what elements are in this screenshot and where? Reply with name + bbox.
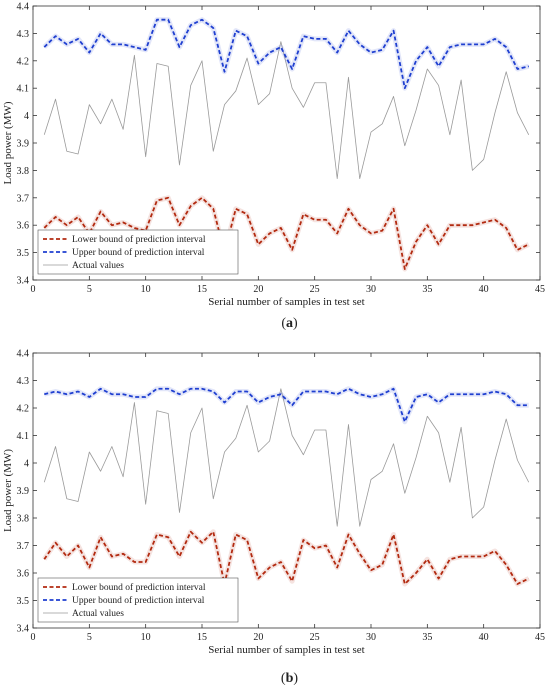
y-tick-label: 4.2 (17, 56, 30, 67)
x-tick-label: 15 (197, 284, 207, 295)
y-tick-label: 4.4 (17, 2, 30, 13)
x-tick-label: 45 (535, 284, 545, 295)
y-axis-label: Load power (MW) (2, 449, 14, 532)
x-tick-label: 40 (479, 284, 489, 295)
y-tick-label: 3.9 (17, 486, 30, 497)
y-tick-label: 3.8 (17, 514, 30, 525)
x-tick-label: 25 (310, 632, 320, 643)
legend-entry: Actual values (72, 609, 124, 619)
y-tick-label: 4.2 (17, 404, 30, 415)
y-tick-label: 4 (24, 111, 29, 122)
chart-panel-a: 0 5 10 15 20 25 30 35 40 45 3.4 3.5 3.6 3.7 3.8 3.9 4 4.1… (2, 2, 545, 332)
series-glow-1 (42, 17, 530, 91)
x-tick-label: 20 (253, 632, 263, 643)
chart-panel-b: 0 5 10 15 20 25 30 35 40 45 3.4 3.5 3.6 3.7 3.8 3.9 4 4.1… (2, 349, 545, 687)
series-line-lower-bound (43, 530, 530, 585)
x-tick-label: 5 (87, 284, 92, 295)
x-tick-label: 35 (422, 284, 432, 295)
y-tick-label: 4.1 (17, 84, 30, 95)
x-tick-label: 35 (422, 632, 432, 643)
legend-entry: Upper bound of prediction interval (72, 247, 205, 258)
legend-entry: Lower bound of prediction interval (72, 234, 206, 245)
y-tick-label: 4.4 (17, 349, 30, 360)
x-tick-label: 45 (535, 632, 545, 643)
y-tick-label: 4.3 (17, 29, 30, 40)
legend-box (37, 577, 239, 623)
y-tick-label: 3.6 (17, 221, 30, 232)
y-tick-label: 4.1 (17, 431, 30, 442)
legend: Lower bound of prediction interval Upper … (37, 229, 239, 275)
x-tick-label: 10 (141, 284, 151, 295)
series-line-upper-bound (43, 18, 529, 90)
x-tick-label: 40 (479, 632, 489, 643)
x-tick-label: 5 (87, 632, 92, 643)
y-tick-label: 3.5 (17, 596, 30, 607)
x-tick-label: 15 (197, 632, 207, 643)
y-tick-label: 3.8 (17, 166, 30, 177)
y-tick-label: 3.7 (17, 541, 30, 552)
x-tick-label: 30 (366, 632, 376, 643)
y-tick-label: 3.5 (17, 248, 30, 259)
series-line-actual (43, 388, 530, 527)
y-tick-label: 4 (24, 459, 29, 470)
x-tick-label: 0 (31, 284, 36, 295)
series-line-actual (43, 41, 530, 180)
series-glow-0 (42, 529, 530, 587)
panel-caption: (a) (281, 316, 298, 331)
legend-entry: Actual values (72, 261, 124, 271)
caption-open-paren: ( (281, 671, 286, 686)
caption-letter: b (286, 671, 294, 686)
series-line-upper-bound (44, 387, 529, 423)
panel-caption: (b) (281, 671, 298, 686)
caption-letter: a (286, 316, 293, 331)
legend-entry: Upper bound of prediction interval (72, 595, 205, 606)
y-tick-label: 4.3 (17, 376, 30, 387)
caption-open-paren: ( (281, 316, 286, 331)
x-tick-label: 25 (310, 284, 320, 295)
caption-close-paren: ) (293, 316, 298, 331)
x-tick-label: 30 (366, 284, 376, 295)
x-axis-label: Serial number of samples in test set (208, 644, 364, 656)
y-tick-label: 3.4 (17, 276, 30, 287)
y-tick-label: 3.6 (17, 569, 30, 580)
y-axis-label: Load power (MW) (2, 101, 14, 184)
legend-box (37, 229, 239, 275)
caption-close-paren: ) (293, 671, 298, 686)
x-tick-label: 10 (141, 632, 151, 643)
x-axis-label: Serial number of samples in test set (208, 296, 364, 308)
y-tick-label: 3.9 (17, 139, 30, 150)
x-tick-label: 0 (31, 632, 36, 643)
y-tick-label: 3.7 (17, 193, 30, 204)
y-tick-label: 3.4 (17, 624, 30, 635)
x-tick-label: 20 (253, 284, 263, 295)
legend-entry: Lower bound of prediction interval (72, 582, 206, 593)
series-line-lower-bound (43, 196, 530, 270)
legend: Lower bound of prediction interval Upper … (37, 577, 239, 623)
